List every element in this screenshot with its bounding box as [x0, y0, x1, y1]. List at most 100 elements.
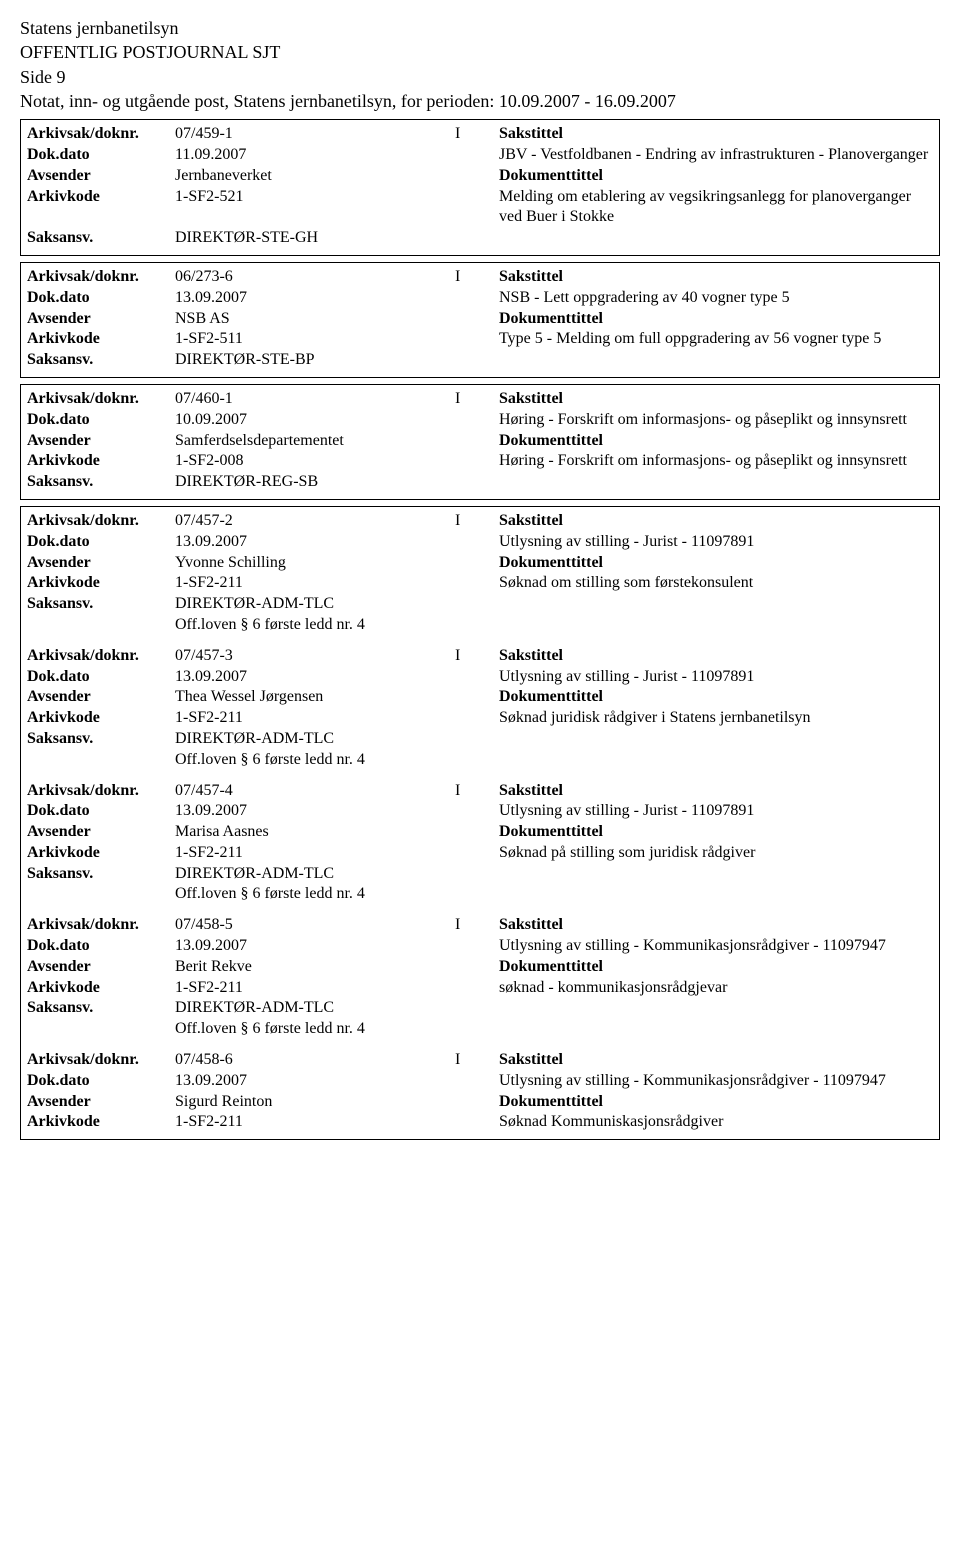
- dokumenttittel-label: Dokumenttittel: [499, 166, 603, 187]
- sakstittel-text: Utlysning av stilling - Jurist - 1109789…: [499, 801, 933, 822]
- avsender-value: Samferdselsdepartementet: [175, 431, 455, 452]
- dokdato-label: Dok.dato: [27, 1071, 175, 1092]
- dokumenttittel-label: Dokumenttittel: [499, 1092, 603, 1113]
- saksansv-label: Saksansv.: [27, 998, 175, 1019]
- period-line: Notat, inn- og utgående post, Statens je…: [20, 89, 940, 113]
- saksansv-value: DIREKTØR-ADM-TLC: [175, 864, 455, 885]
- arkivkode-value: 1-SF2-211: [175, 573, 455, 594]
- dokdato-label: Dok.dato: [27, 410, 175, 431]
- arkivkode-label: Arkivkode: [27, 329, 175, 350]
- saksansv-value: DIREKTØR-ADM-TLC: [175, 594, 455, 615]
- sakstittel-text: NSB - Lett oppgradering av 40 vogner typ…: [499, 288, 933, 309]
- saksansv-value: DIREKTØR-ADM-TLC: [175, 729, 455, 750]
- journal-entry: Arkivsak/doknr.07/459-1ISakstittel Dok.da…: [20, 119, 940, 256]
- arkivkode-label: Arkivkode: [27, 451, 175, 472]
- sakstittel-label: Sakstittel: [499, 781, 563, 802]
- saksansv-label: Saksansv.: [27, 729, 175, 750]
- saksansv-label: Saksansv.: [27, 350, 175, 371]
- sakstittel-text: Høring - Forskrift om informasjons- og p…: [499, 410, 933, 431]
- arkivkode-label: Arkivkode: [27, 573, 175, 594]
- arkivkode-label: Arkivkode: [27, 708, 175, 729]
- arkivkode-label: Arkivkode: [27, 978, 175, 999]
- sakstittel-text: JBV - Vestfoldbanen - Endring av infrast…: [499, 145, 933, 166]
- sakstittel-label: Sakstittel: [499, 1050, 563, 1071]
- arkivsak-label: Arkivsak/doknr.: [27, 915, 175, 936]
- arkivkode-label: Arkivkode: [27, 1112, 175, 1133]
- dokdato-label: Dok.dato: [27, 936, 175, 957]
- arkivkode-value: 1-SF2-511: [175, 329, 455, 350]
- io-indicator: I: [455, 389, 499, 410]
- dokdato-value: 13.09.2007: [175, 667, 455, 688]
- agency-name: Statens jernbanetilsyn: [20, 16, 940, 40]
- avsender-value: Jernbaneverket: [175, 166, 455, 187]
- sakstittel-label: Sakstittel: [499, 389, 563, 410]
- dokumenttittel-label: Dokumenttittel: [499, 687, 603, 708]
- dokdato-label: Dok.dato: [27, 288, 175, 309]
- offloven-text: Off.loven § 6 første ledd nr. 4: [175, 1019, 455, 1040]
- arkivkode-label: Arkivkode: [27, 843, 175, 864]
- arkivkode-value: 1-SF2-008: [175, 451, 455, 472]
- dokdato-value: 13.09.2007: [175, 1071, 455, 1092]
- io-indicator: I: [455, 124, 499, 145]
- entries-container: Arkivsak/doknr.07/459-1ISakstittelDok.da…: [20, 119, 940, 1140]
- avsender-label: Avsender: [27, 166, 175, 187]
- saksansv-label: Saksansv.: [27, 228, 175, 249]
- journal-entry: Arkivsak/doknr.07/457-2ISakstittelDok.da…: [20, 506, 940, 642]
- io-indicator: I: [455, 267, 499, 288]
- io-indicator: I: [455, 781, 499, 802]
- journal-entry: Arkivsak/doknr.07/457-4ISakstittelDok.da…: [20, 777, 940, 912]
- offloven-text: Off.loven § 6 første ledd nr. 4: [175, 615, 455, 636]
- arkivsak-value: 07/457-2: [175, 511, 455, 532]
- sakstittel-label: Sakstittel: [499, 267, 563, 288]
- sakstittel-label: Sakstittel: [499, 511, 563, 532]
- dokumenttittel-label: Dokumenttittel: [499, 431, 603, 452]
- dokdato-label: Dok.dato: [27, 145, 175, 166]
- dokumenttittel-label: Dokumenttittel: [499, 309, 603, 330]
- dokumenttittel-text: Søknad om stilling som førstekonsulent: [499, 573, 933, 594]
- offloven-text: Off.loven § 6 første ledd nr. 4: [175, 884, 455, 905]
- dokumenttittel-text: Høring - Forskrift om informasjons- og p…: [499, 451, 933, 472]
- io-indicator: I: [455, 511, 499, 532]
- offloven-text: Off.loven § 6 første ledd nr. 4: [175, 750, 455, 771]
- dokdato-value: 13.09.2007: [175, 936, 455, 957]
- dokumenttittel-text: Type 5 - Melding om full oppgradering av…: [499, 329, 933, 350]
- arkivsak-value: 07/460-1: [175, 389, 455, 410]
- avsender-value: Yvonne Schilling: [175, 553, 455, 574]
- sakstittel-label: Sakstittel: [499, 915, 563, 936]
- sakstittel-label: Sakstittel: [499, 124, 563, 145]
- dokumenttittel-text: Søknad juridisk rådgiver i Statens jernb…: [499, 708, 933, 729]
- dokdato-label: Dok.dato: [27, 667, 175, 688]
- io-indicator: I: [455, 646, 499, 667]
- dokdato-value: 13.09.2007: [175, 801, 455, 822]
- avsender-value: Thea Wessel Jørgensen: [175, 687, 455, 708]
- avsender-label: Avsender: [27, 957, 175, 978]
- arkivsak-value: 07/457-3: [175, 646, 455, 667]
- avsender-label: Avsender: [27, 431, 175, 452]
- page-header: Statens jernbanetilsyn OFFENTLIG POSTJOU…: [20, 16, 940, 113]
- sakstittel-label: Sakstittel: [499, 646, 563, 667]
- avsender-label: Avsender: [27, 822, 175, 843]
- arkivsak-label: Arkivsak/doknr.: [27, 646, 175, 667]
- avsender-label: Avsender: [27, 309, 175, 330]
- arkivsak-label: Arkivsak/doknr.: [27, 124, 175, 145]
- dokumenttittel-text: Søknad Kommuniskasjonsrådgiver: [499, 1112, 933, 1133]
- dokumenttittel-label: Dokumenttittel: [499, 822, 603, 843]
- arkivsak-value: 07/459-1: [175, 124, 455, 145]
- io-indicator: I: [455, 1050, 499, 1071]
- arkivsak-label: Arkivsak/doknr.: [27, 267, 175, 288]
- sakstittel-text: Utlysning av stilling - Jurist - 1109789…: [499, 667, 933, 688]
- saksansv-value: DIREKTØR-ADM-TLC: [175, 998, 455, 1019]
- avsender-value: NSB AS: [175, 309, 455, 330]
- arkivsak-value: 07/457-4: [175, 781, 455, 802]
- sakstittel-text: Utlysning av stilling - Jurist - 1109789…: [499, 532, 933, 553]
- dokdato-label: Dok.dato: [27, 532, 175, 553]
- saksansv-value: DIREKTØR-STE-BP: [175, 350, 455, 371]
- saksansv-label: Saksansv.: [27, 472, 175, 493]
- arkivsak-label: Arkivsak/doknr.: [27, 389, 175, 410]
- io-indicator: I: [455, 915, 499, 936]
- dokumenttittel-text: Melding om etablering av vegsikringsanle…: [499, 187, 933, 229]
- arkivsak-value: 06/273-6: [175, 267, 455, 288]
- arkivkode-value: 1-SF2-521: [175, 187, 455, 208]
- dokumenttittel-label: Dokumenttittel: [499, 553, 603, 574]
- dokdato-value: 11.09.2007: [175, 145, 455, 166]
